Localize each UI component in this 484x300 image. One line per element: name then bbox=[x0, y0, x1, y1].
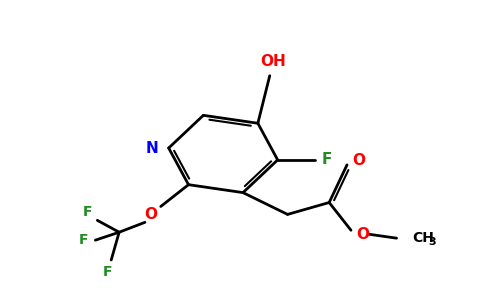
Text: N: N bbox=[146, 140, 159, 155]
Text: 3: 3 bbox=[428, 237, 436, 247]
Text: F: F bbox=[83, 206, 92, 219]
Text: OH: OH bbox=[260, 54, 286, 69]
Text: F: F bbox=[103, 265, 112, 279]
Text: O: O bbox=[356, 227, 369, 242]
Text: F: F bbox=[322, 152, 333, 167]
Text: F: F bbox=[79, 233, 88, 247]
Text: CH: CH bbox=[412, 231, 434, 245]
Text: O: O bbox=[144, 207, 157, 222]
Text: O: O bbox=[352, 153, 365, 168]
